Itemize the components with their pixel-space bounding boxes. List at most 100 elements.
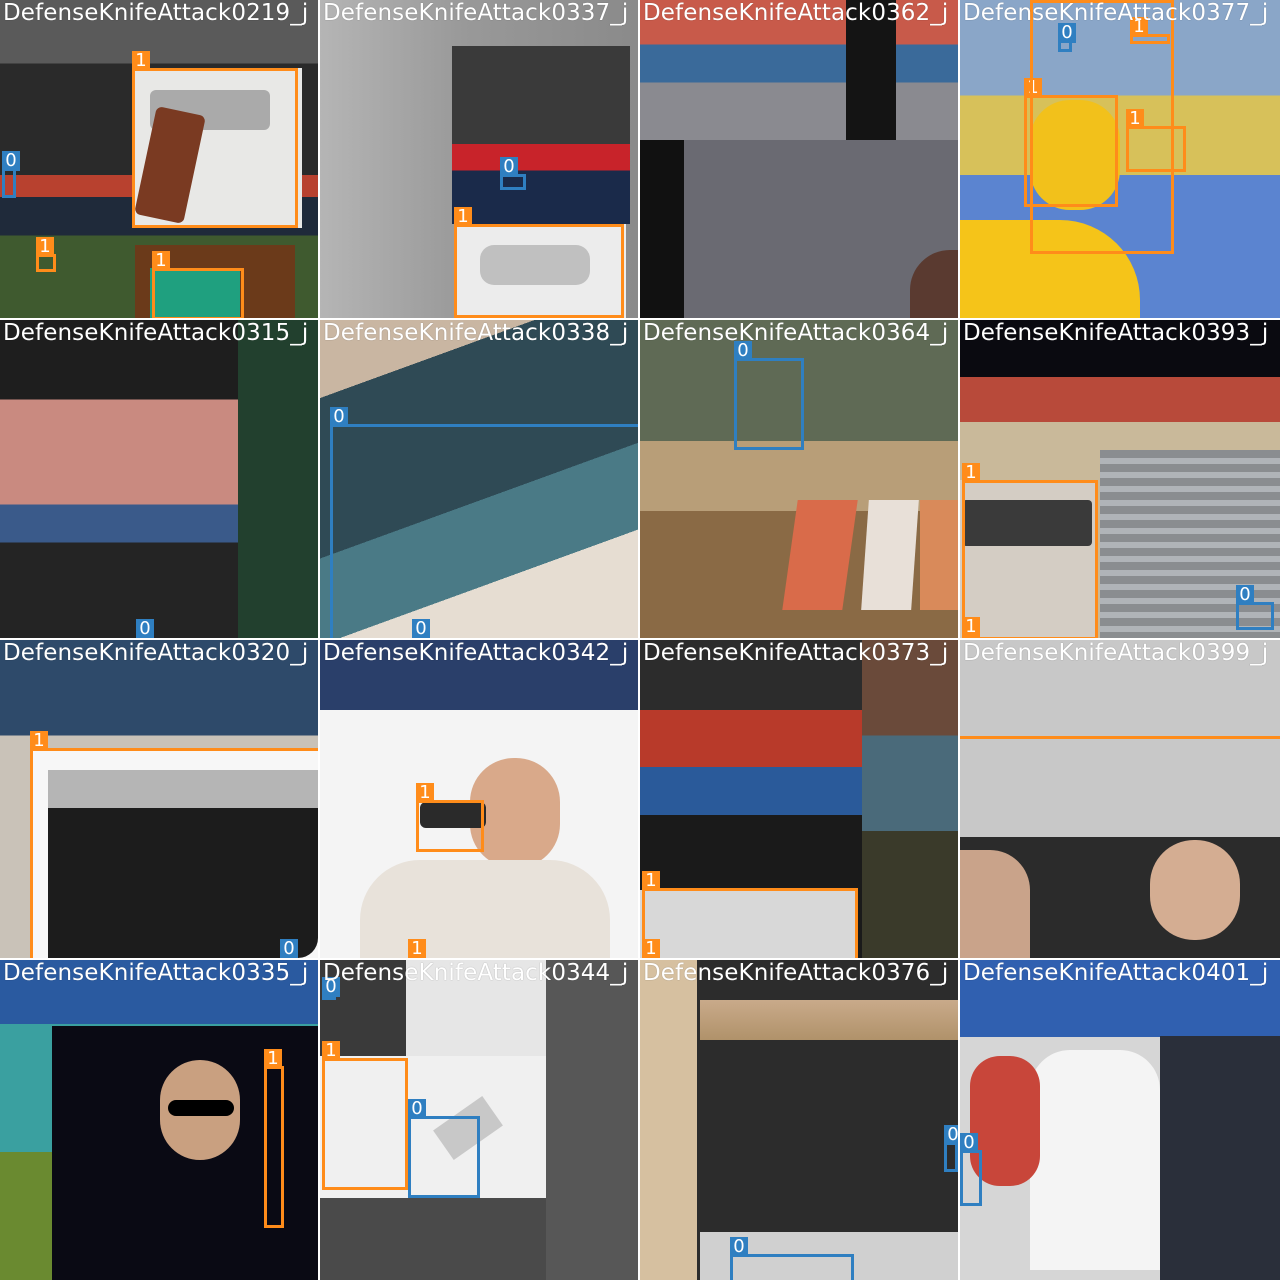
sunglasses-shape xyxy=(168,1100,234,1116)
tile-title: DefenseKnifeAttack0337_j xyxy=(323,0,629,26)
bbox-label: 0 xyxy=(322,977,340,997)
tile-title: DefenseKnifeAttack0362_j xyxy=(643,0,949,26)
mosaic-tile: DefenseKnifeAttack0362_j xyxy=(640,0,958,318)
tile-image xyxy=(320,320,638,638)
bbox-class-0: 0 xyxy=(322,977,340,1000)
image-fragment xyxy=(640,890,856,958)
image-fragment xyxy=(320,1198,546,1280)
bbox-class-1: 1 xyxy=(152,251,244,318)
mosaic-tile: DefenseKnifeAttack0376_j 0 0 xyxy=(640,960,958,1280)
bbox-label: 1 xyxy=(408,939,426,958)
image-fragment xyxy=(920,500,958,610)
tile-title: DefenseKnifeAttack0373_j xyxy=(643,640,949,666)
tile-title: DefenseKnifeAttack0335_j xyxy=(3,960,309,986)
tile-title: DefenseKnifeAttack0399_j xyxy=(963,640,1269,666)
image-fragment xyxy=(546,960,638,1280)
bbox-label: 1 xyxy=(642,871,660,891)
bbox-label: 1 xyxy=(962,617,980,637)
bbox-class-0: 0 xyxy=(330,407,638,638)
bbox-label: 1 xyxy=(962,463,980,483)
head-shape xyxy=(1150,840,1240,940)
gun-slide-shape xyxy=(48,770,318,810)
bbox-label: 1 xyxy=(454,207,472,227)
mosaic-tile: DefenseKnifeAttack0344_j 0 1 0 xyxy=(320,960,638,1280)
image-fragment xyxy=(640,140,684,318)
image-fragment xyxy=(1030,100,1120,210)
mosaic-tile: DefenseKnifeAttack0364_j 0 xyxy=(640,320,958,638)
bbox-label: 0 xyxy=(408,1099,426,1119)
mosaic-tile: DefenseKnifeAttack0320_j 1 0 xyxy=(0,640,318,958)
image-fragment xyxy=(861,500,919,610)
bbox-label: 0 xyxy=(1236,585,1254,605)
bbox-label: 1 xyxy=(36,237,54,257)
bbox-class-1: 1 xyxy=(642,939,660,958)
bbox-class-1: 1 xyxy=(1126,109,1186,172)
mosaic-tile: DefenseKnifeAttack0338_j 0 0 xyxy=(320,320,638,638)
bbox-class-0: 0 xyxy=(500,157,526,190)
bbox-label: 0 xyxy=(136,619,154,638)
bbox-label: 1 xyxy=(264,1049,282,1069)
bbox-class-1: 1 xyxy=(264,1049,284,1228)
mosaic-tile: DefenseKnifeAttack0335_j 1 xyxy=(0,960,318,1280)
bbox-class-0: 0 xyxy=(280,939,298,958)
bbox-class-1: 1 xyxy=(642,871,858,958)
image-fragment xyxy=(700,1000,958,1040)
bbox-class-0: 0 xyxy=(960,1133,982,1206)
mosaic-tile: DefenseKnifeAttack0373_j 1 1 xyxy=(640,640,958,958)
bbox-class-0: 0 xyxy=(408,1099,480,1198)
bbox-label: 1 xyxy=(1030,0,1048,3)
gun-shape xyxy=(480,245,590,285)
bbox-class-0: 0 xyxy=(412,619,430,638)
bbox-class-1: 1 xyxy=(132,51,298,228)
image-fragment xyxy=(406,960,546,1056)
mosaic-tile: DefenseKnifeAttack0337_j 0 1 xyxy=(320,0,638,318)
mosaic-tile: DefenseKnifeAttack0315_j 0 xyxy=(0,320,318,638)
tile-title: DefenseKnifeAttack0338_j xyxy=(323,320,629,346)
mosaic-tile: DefenseKnifeAttack0401_j 0 xyxy=(960,960,1280,1280)
bbox-label: 1 xyxy=(30,731,48,751)
bbox-class-1: 1 xyxy=(36,237,56,272)
bbox-edge xyxy=(960,736,1280,739)
bbox-label: 0 xyxy=(944,1125,958,1145)
bbox-class-1: 1 xyxy=(408,939,426,958)
image-fragment xyxy=(846,0,896,140)
mosaic-tile: DefenseKnifeAttack0342_j 1 1 xyxy=(320,640,638,958)
mosaic-tile: DefenseKnifeAttack0393_j 1 0 1 xyxy=(960,320,1280,638)
image-fragment xyxy=(320,1056,546,1198)
bbox-label: 0 xyxy=(280,939,298,958)
shirt-shape xyxy=(1030,1050,1160,1270)
tile-title: DefenseKnifeAttack0320_j xyxy=(3,640,309,666)
bbox-class-1: 1 xyxy=(30,731,318,958)
bbox-label: 1 xyxy=(416,783,434,803)
bbox-label: 1 xyxy=(1130,17,1148,37)
tile-title: DefenseKnifeAttack0401_j xyxy=(963,960,1269,986)
image-fragment xyxy=(1100,450,1280,638)
mosaic-tile: DefenseKnifeAttack0399_j xyxy=(960,640,1280,958)
mosaic-tile: DefenseKnifeAttack0377_j 0 1 1 1 1 xyxy=(960,0,1280,318)
bbox-class-1: 1 xyxy=(1030,0,1174,254)
tile-title: DefenseKnifeAttack0219_j xyxy=(3,0,309,26)
bbox-label: 0 xyxy=(412,619,430,638)
bbox-label: 1 xyxy=(1126,109,1144,129)
shirt-shape xyxy=(360,860,610,958)
tile-title: DefenseKnifeAttack0393_j xyxy=(963,320,1269,346)
image-fragment xyxy=(862,640,958,958)
bbox-class-0: 0 xyxy=(734,341,804,450)
bbox-class-0: 0 xyxy=(136,619,154,638)
tile-title: DefenseKnifeAttack0364_j xyxy=(643,320,949,346)
bbox-label: 0 xyxy=(730,1237,748,1257)
tile-title: DefenseKnifeAttack0315_j xyxy=(3,320,309,346)
bbox-label: 1 xyxy=(152,251,170,271)
tile-title: DefenseKnifeAttack0376_j xyxy=(643,960,949,986)
bbox-class-0: 0 xyxy=(1058,23,1076,52)
bbox-class-1: 1 xyxy=(962,617,980,638)
bbox-label: 0 xyxy=(1058,23,1076,43)
bbox-class-1: 1 xyxy=(1130,17,1170,44)
bbox-label: 0 xyxy=(500,157,518,177)
bbox-label: 1 xyxy=(642,939,660,958)
bbox-class-0: 0 xyxy=(730,1237,854,1280)
bbox-label: 0 xyxy=(2,151,20,171)
image-fragment xyxy=(452,46,630,224)
gun-shape xyxy=(962,500,1092,546)
bbox-class-1: 1 xyxy=(322,1041,408,1190)
